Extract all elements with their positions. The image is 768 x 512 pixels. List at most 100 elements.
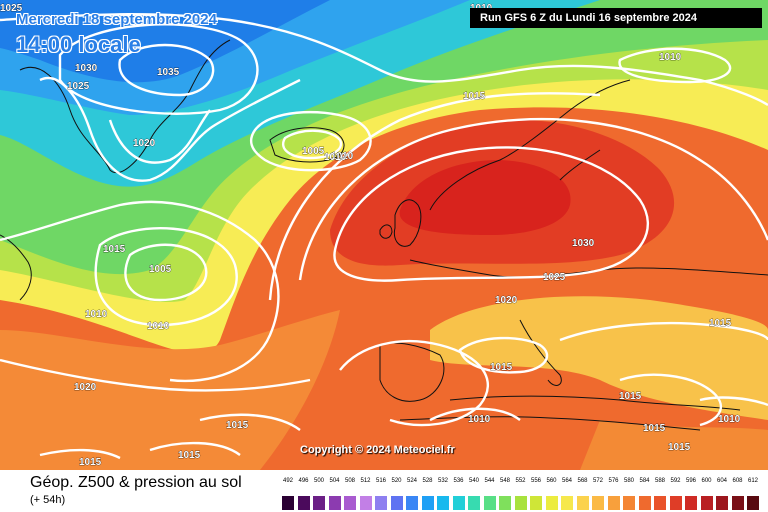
pressure-label: 1025: [543, 272, 566, 283]
legend-tick-label: 576: [608, 478, 619, 484]
legend-tick-label: 596: [685, 478, 696, 484]
legend-swatch: [731, 496, 744, 510]
legend-swatch: [638, 496, 651, 510]
coastline-italy: [519, 319, 562, 386]
coastline-northafrica: [399, 416, 701, 431]
band-southeast-orange: [580, 420, 768, 470]
coastline-british-isles: [379, 199, 422, 247]
legend-tick-label: 580: [623, 478, 634, 484]
legend-swatch: [499, 496, 511, 510]
legend-swatch: [592, 496, 604, 510]
legend-swatch: [576, 496, 589, 510]
pressure-label: 1010: [718, 414, 741, 425]
legend-swatch: [716, 496, 728, 510]
legend-tick-label: 532: [437, 478, 448, 484]
isobar-1025-greenland: [39, 76, 301, 182]
geopotential-map: 1025 1030 1035 1025 1020 1010 1015 1005 1010 1010…: [0, 0, 768, 470]
band-deep-red: [399, 160, 571, 235]
legend-swatch: [297, 496, 310, 510]
legend-tick-label: 508: [344, 478, 355, 484]
run-info-banner: Run GFS 6 Z du Lundi 16 septembre 2024: [470, 8, 762, 28]
legend-tick-label: 520: [391, 478, 402, 484]
isobar-1025-high: [298, 117, 768, 281]
legend-tick-label: 572: [592, 478, 603, 484]
isobar-1015-south: [39, 413, 301, 460]
pressure-label: 1010: [85, 309, 108, 320]
legend-tick-label: 600: [701, 478, 712, 484]
legend-tick-label: 608: [732, 478, 743, 484]
pressure-label: 1005: [149, 264, 172, 275]
legend-tick-label: 492: [282, 478, 293, 484]
isobars: [0, 13, 768, 460]
legend-tick-label: 592: [670, 478, 681, 484]
legend-swatch: [669, 496, 682, 510]
pressure-label: 1010: [331, 151, 354, 162]
isobar-1010-arctic: [618, 47, 732, 84]
coastline-greenland: [19, 39, 231, 174]
legend-swatch: [452, 496, 465, 510]
legend-swatch: [313, 496, 325, 510]
isobar-1030-high-center: [333, 146, 650, 282]
legend-swatch: [747, 496, 759, 510]
isobar-1015-west: [0, 200, 280, 383]
legend-tick-label: 528: [422, 478, 433, 484]
pressure-label: 1015: [668, 442, 691, 453]
pressure-label: 1015: [709, 318, 732, 329]
legend-tick-label: 536: [453, 478, 464, 484]
legend-tick-label: 564: [561, 478, 572, 484]
legend-swatch: [700, 496, 713, 510]
copyright-text: Copyright © 2024 Meteociel.fr: [300, 444, 455, 456]
pressure-label: 1025: [0, 3, 23, 14]
isobar-1015-east: [619, 373, 723, 427]
legend-swatch: [514, 496, 527, 510]
band-southern-yellow: [430, 296, 768, 420]
pressure-label: 1010: [147, 321, 170, 332]
forecast-local-time: 14:00 locale: [16, 32, 141, 57]
pressure-label: 1020: [74, 382, 97, 393]
legend-swatch: [607, 496, 620, 510]
legend-swatch: [483, 496, 496, 510]
pressure-label: 1030: [75, 63, 98, 74]
legend-swatch: [654, 496, 666, 510]
pressure-label: 1035: [157, 67, 180, 78]
isobar-1010-east: [699, 396, 768, 407]
legend-tick-label: 556: [530, 478, 541, 484]
pressure-label: 1015: [643, 423, 666, 434]
pressure-label: 1010: [659, 52, 682, 63]
map-footer: Géop. Z500 & pression au sol (+ 54h) 492…: [0, 470, 768, 512]
isobar-1015-med: [458, 336, 549, 374]
coastline-iberia: [379, 342, 445, 402]
legend-tick-label: 584: [639, 478, 650, 484]
isobar-1010-iceland-outer: [249, 110, 372, 172]
isobar-1020-greenland: [108, 109, 211, 164]
legend-swatch: [282, 496, 294, 510]
legend-swatch: [530, 496, 542, 510]
isobar-1010-sahara: [429, 407, 521, 422]
pressure-label: 1010: [468, 414, 491, 425]
pressure-label: 1025: [67, 81, 90, 92]
legend-swatch: [685, 496, 697, 510]
isobar-1015-balkans: [559, 321, 768, 342]
legend-tick-label: 540: [468, 478, 479, 484]
coastline-canada: [0, 234, 32, 301]
legend-tick-label: 504: [329, 478, 340, 484]
legend-swatch: [561, 496, 573, 510]
pressure-label: 1015: [103, 244, 126, 255]
legend-swatch: [468, 496, 480, 510]
pressure-label: 1015: [79, 457, 102, 468]
legend-swatch: [437, 496, 449, 510]
isobar-1005-low: [124, 243, 208, 302]
pressure-label: 1015: [619, 391, 642, 402]
coastline-iceland: [269, 127, 345, 163]
pressure-label: 1015: [463, 91, 486, 102]
coastline-scandinavia: [429, 79, 631, 211]
legend-tick-label: 588: [654, 478, 665, 484]
isobar-1020-atlantic: [0, 358, 311, 392]
legend-swatch: [623, 496, 635, 510]
legend-swatch: [406, 496, 418, 510]
pressure-label: 1015: [178, 450, 201, 461]
legend-tick-label: 512: [360, 478, 371, 484]
legend-swatch: [375, 496, 387, 510]
isobar-1015-north: [0, 13, 768, 107]
pressure-label: 1020: [133, 138, 156, 149]
